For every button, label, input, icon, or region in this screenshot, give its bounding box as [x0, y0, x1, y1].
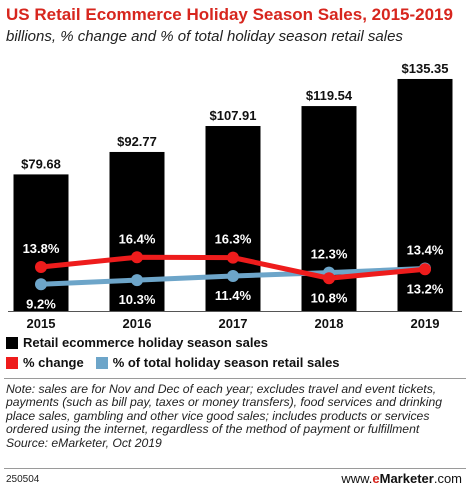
share-label-2015: 9.2% — [26, 296, 56, 311]
share-label-2017: 11.4% — [215, 288, 252, 303]
share-point-2017 — [227, 270, 239, 282]
x-tick-2015: 2015 — [27, 316, 56, 331]
x-tick-2019: 2019 — [411, 316, 440, 331]
chart-title: US Retail Ecommerce Holiday Season Sales… — [6, 5, 453, 24]
bar-label-2019: $135.35 — [402, 61, 449, 76]
emarketer-link[interactable]: www.eMarketer.com — [341, 471, 462, 486]
legend-label-share: % of total holiday season retail sales — [112, 355, 340, 370]
divider-bottom — [4, 468, 466, 469]
change-point-2016 — [131, 251, 143, 264]
share-label-2018: 12.3% — [311, 247, 348, 262]
x-tick-2017: 2017 — [219, 316, 248, 331]
legend-label-sales: Retail ecommerce holiday season sales — [23, 335, 268, 350]
change-point-2018 — [323, 272, 335, 285]
change-label-2019: 13.2% — [407, 281, 444, 296]
chart-id: 250504 — [6, 474, 40, 485]
share-label-2019: 13.4% — [407, 243, 444, 258]
chart-subtitle: billions, % change and % of total holida… — [6, 28, 403, 45]
x-tick-2018: 2018 — [315, 316, 344, 331]
legend-row-lines: % change % of total holiday season retai… — [6, 355, 340, 370]
change-point-2015 — [35, 261, 47, 273]
legend-swatch-share — [95, 356, 108, 369]
bar-2019 — [397, 78, 453, 311]
change-point-2019 — [419, 263, 431, 276]
legend-swatch-sales — [6, 336, 18, 349]
bar-label-2017: $107.91 — [210, 108, 257, 123]
share-point-2015 — [35, 278, 47, 291]
divider-top — [4, 378, 466, 379]
share-point-2016 — [131, 274, 143, 287]
bar-2017 — [205, 126, 261, 311]
change-point-2017 — [227, 251, 239, 264]
change-label-2016: 16.4% — [119, 231, 156, 246]
legend-swatch-change — [6, 356, 18, 369]
change-label-2018: 10.8% — [311, 290, 348, 305]
legend-row-bars: Retail ecommerce holiday season sales — [6, 335, 268, 350]
chart-canvas: $79.68 $92.77 $107.91 $119.54 $135.35 2015 201… — [8, 61, 462, 331]
source-text: Source: eMarketer, Oct 2019 — [6, 435, 162, 450]
bar-label-2016: $92.77 — [117, 134, 157, 149]
x-tick-2016: 2016 — [123, 316, 152, 331]
bar-label-2018: $119.54 — [306, 88, 353, 103]
change-label-2015: 13.8% — [23, 241, 60, 256]
footnote: Note: sales are for Nov and Dec of each … — [6, 382, 464, 450]
legend-label-change: % change — [23, 355, 84, 370]
share-label-2016: 10.3% — [119, 292, 156, 307]
change-label-2017: 16.3% — [215, 232, 252, 247]
note-text: Note: sales are for Nov and Dec of each … — [6, 382, 443, 437]
bar-label-2015: $79.68 — [21, 156, 61, 171]
